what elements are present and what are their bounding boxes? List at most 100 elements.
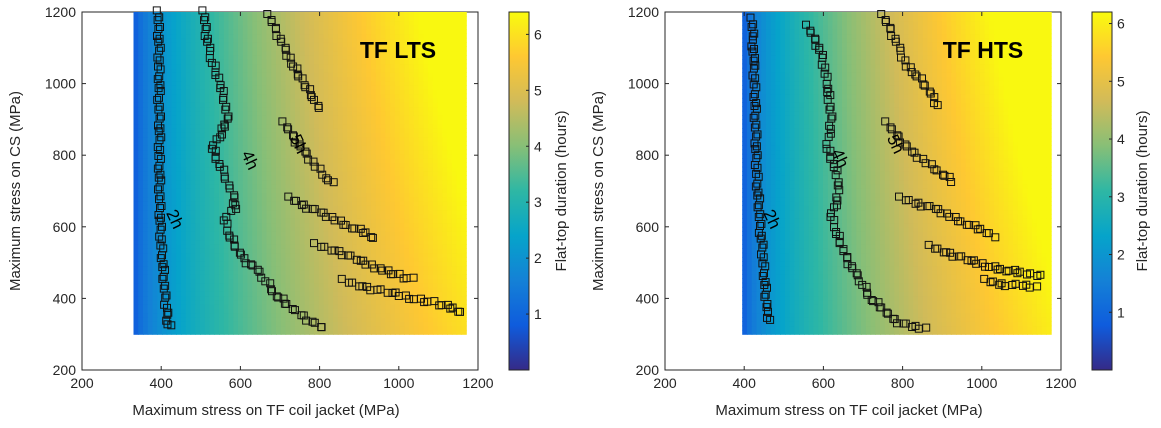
heat-cell [219, 222, 225, 228]
heat-cell [185, 85, 192, 90]
heat-cell [437, 218, 443, 224]
heat-cell [271, 295, 277, 301]
heat-cell [418, 235, 424, 241]
heat-cell [352, 239, 358, 245]
heat-cell [162, 76, 168, 82]
heat-cell [347, 231, 353, 236]
heat-cell [214, 261, 220, 267]
heat-cell [385, 231, 391, 236]
heat-cell [204, 158, 211, 163]
heat-cell [442, 248, 448, 254]
heat-cell [328, 55, 334, 60]
heat-cell [214, 278, 220, 284]
heat-cell [390, 201, 396, 206]
heat-cell [366, 128, 372, 133]
heat-cell [257, 256, 263, 262]
heat-cell [285, 166, 291, 172]
heat-cell [162, 196, 168, 202]
heat-cell [352, 295, 358, 301]
heat-cell [361, 179, 367, 185]
heat-cell [152, 291, 158, 297]
heat-cell [252, 291, 258, 297]
heat-cell [323, 37, 329, 43]
heat-cell [314, 85, 320, 90]
heat-cell [233, 67, 239, 73]
heat-cell [285, 274, 291, 279]
heat-cell [428, 29, 434, 35]
heat-cell [451, 89, 458, 95]
heat-cell [361, 115, 367, 120]
heat-cell [356, 218, 363, 224]
heat-cell [214, 304, 220, 309]
heat-cell [271, 93, 277, 99]
heat-cell [390, 123, 396, 129]
heat-cell [162, 166, 168, 172]
heat-cell [328, 136, 334, 142]
heat-cell [280, 102, 287, 108]
heat-cell [152, 115, 158, 120]
heat-cell [147, 244, 154, 249]
heat-cell [309, 192, 315, 198]
heat-cell [214, 175, 220, 181]
heat-cell [437, 286, 443, 292]
heat-cell [428, 261, 434, 267]
heat-cell [247, 179, 253, 185]
heat-cell [318, 153, 325, 159]
heat-cell [366, 171, 372, 176]
heat-cell [233, 63, 239, 69]
heat-cell [219, 132, 225, 138]
heat-cell [375, 308, 382, 314]
heat-cell [399, 97, 405, 103]
heat-cell [200, 55, 206, 60]
heat-cell [166, 140, 173, 146]
heat-cell [176, 59, 182, 65]
heat-cell [214, 37, 220, 43]
heat-cell [442, 37, 448, 43]
heat-cell [219, 226, 225, 232]
heat-cell [290, 149, 296, 155]
heat-cell [280, 282, 287, 288]
heat-cell [337, 63, 344, 69]
heat-cell [418, 29, 424, 35]
heat-cell [413, 252, 420, 258]
heat-cell [252, 145, 258, 151]
heat-cell [209, 132, 215, 138]
heat-cell [299, 183, 306, 189]
heat-cell [314, 175, 320, 181]
heat-cell [428, 140, 434, 146]
heat-cell [299, 106, 306, 112]
heat-cell [304, 183, 310, 189]
heat-cell [271, 63, 277, 69]
heat-cell [309, 76, 315, 82]
heat-cell [432, 149, 439, 155]
heat-cell [195, 231, 201, 236]
heat-cell [352, 205, 358, 211]
heat-cell [166, 72, 173, 77]
heat-cell [423, 85, 429, 90]
heat-cell [157, 55, 163, 60]
heat-cell [456, 149, 462, 155]
heat-cell [314, 67, 320, 73]
heat-cell [280, 153, 287, 159]
heat-cell [328, 46, 334, 52]
heat-cell [342, 102, 348, 108]
heat-cell [432, 153, 439, 159]
heat-cell [223, 317, 230, 322]
heat-cell [390, 145, 396, 151]
heat-cell [276, 213, 282, 219]
heat-cell [428, 85, 434, 90]
heat-cell [214, 119, 220, 125]
heat-cell [447, 89, 453, 95]
heat-cell [328, 153, 334, 159]
heat-cell [285, 286, 291, 292]
heat-cell [285, 145, 291, 151]
heat-cell [342, 213, 348, 219]
heat-cell [133, 106, 139, 112]
heat-cell [432, 140, 439, 146]
heat-cell [181, 55, 187, 60]
heat-cell [304, 308, 310, 314]
heat-cell [200, 158, 206, 163]
heat-cell [337, 192, 344, 198]
heat-cell [394, 89, 401, 95]
heat-cell [413, 325, 420, 331]
